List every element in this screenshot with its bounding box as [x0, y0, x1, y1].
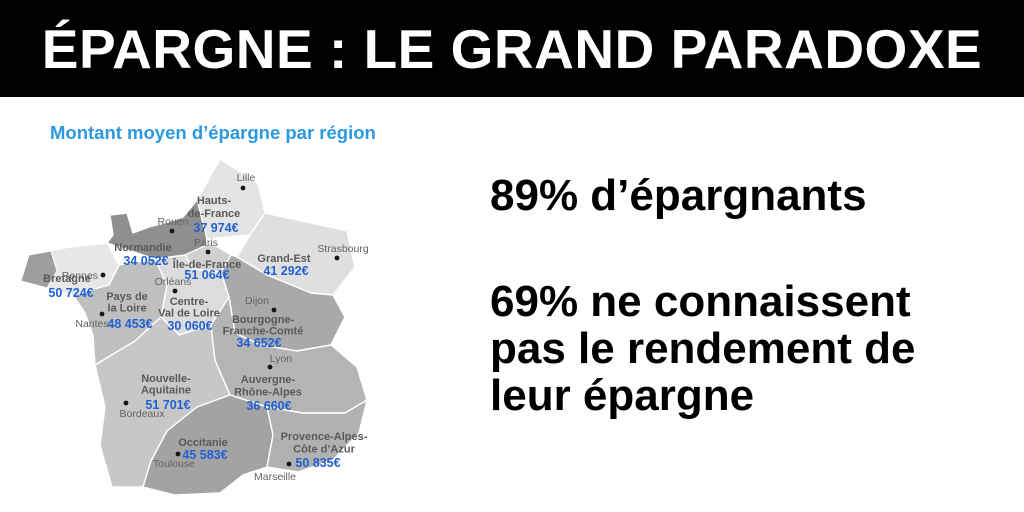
region-value-nouvelle-aquitaine: 51 701€ [145, 398, 190, 412]
city-label-lille: Lille [237, 172, 256, 184]
region-label-normandie: Normandie [114, 242, 171, 254]
region-label-auvergne-rhone-alpes: Rhône-Alpes [234, 387, 302, 399]
region-label-occitanie: Occitanie [178, 437, 228, 449]
region-value-ile-de-france: 51 064€ [184, 268, 229, 282]
city-dot-toulouse [175, 451, 181, 457]
city-label-marseille: Marseille [254, 471, 296, 483]
region-label-nouvelle-aquitaine: Aquitaine [141, 385, 191, 397]
region-label-grand-est: Grand-Est [257, 253, 311, 265]
region-label-ile-de-france: Île-de-France [172, 258, 241, 271]
region-value-occitanie: 45 583€ [182, 448, 227, 462]
stat-line: 89% d’épargnants [490, 171, 867, 220]
region-label-bretagne: Bretagne [43, 273, 91, 285]
city-dot-rennes [100, 272, 106, 278]
city-label-dijon: Dijon [245, 295, 269, 307]
bretagne-west-shading [20, 250, 58, 289]
city-dot-rouen [169, 228, 175, 234]
region-value-hauts-de-france: 37 974€ [193, 221, 238, 235]
region-value-centre-val-de-loire: 30 060€ [167, 319, 212, 333]
city-dot-orleans [172, 288, 178, 294]
stat-line: leur épargne [490, 371, 755, 420]
city-label-rouen: Rouen [158, 216, 189, 228]
region-value-bretagne: 50 724€ [48, 286, 93, 300]
city-dot-lyon [267, 364, 273, 370]
region-label-provence-alpes-cote-d-azur: Provence-Alpes- [281, 431, 368, 443]
city-label-nantes: Nantes [75, 318, 108, 330]
region-value-bourgogne-franche-comte: 34 652€ [236, 336, 281, 350]
city-dot-dijon [271, 307, 277, 313]
stat-line: 69% ne connaissent [490, 277, 911, 326]
region-label-centre-val-de-loire: Val de Loire [158, 308, 220, 320]
city-label-orleans: Orléans [155, 276, 192, 288]
stat-line: pas le rendement de [490, 324, 916, 373]
city-label-toulouse: Toulouse [153, 458, 195, 470]
region-value-auvergne-rhone-alpes: 36 660€ [246, 399, 291, 413]
region-label-pays-de-la-loire: Pays de [106, 291, 148, 303]
city-label-paris: Paris [194, 237, 218, 249]
region-label-centre-val-de-loire: Centre- [170, 296, 209, 308]
region-value-provence-alpes-cote-d-azur: 50 835€ [295, 456, 340, 470]
france-map: Hauts-de-France 37 974€ Normandie 34 052€ Gr… [15, 145, 435, 510]
region-value-pays-de-la-loire: 48 453€ [107, 317, 152, 331]
stat-rendement: 69% ne connaissent pas le rendement de l… [490, 278, 915, 419]
city-dot-lille [240, 185, 246, 191]
city-dot-nantes [99, 311, 105, 317]
stat-epargnants: 89% d’épargnants [490, 172, 867, 219]
city-dot-strasbourg [334, 255, 340, 261]
header-bar: ÉPARGNE : LE GRAND PARADOXE [0, 0, 1024, 97]
city-label-bordeaux: Bordeaux [120, 408, 166, 420]
map-title: Montant moyen d’épargne par région [50, 122, 376, 143]
region-label-nouvelle-aquitaine: Nouvelle- [141, 373, 191, 385]
region-provence-alpes-cote-d-azur [266, 399, 368, 473]
region-label-hauts-de-france: Hauts- [197, 195, 232, 207]
region-label-bourgogne-franche-comte: Franche-Comté [223, 326, 304, 338]
region-label-hauts-de-france: de-France [188, 208, 241, 220]
city-label-strasbourg: Strasbourg [317, 243, 369, 255]
region-label-bourgogne-franche-comte: Bourgogne- [232, 314, 295, 326]
region-value-normandie: 34 052€ [123, 254, 168, 268]
region-label-auvergne-rhone-alpes: Auvergne- [241, 374, 296, 386]
city-dot-bordeaux [123, 400, 129, 406]
city-dot-marseille [286, 461, 292, 467]
city-dot-paris [205, 249, 211, 255]
city-label-lyon: Lyon [270, 353, 293, 365]
city-label-rennes: Rennes [62, 270, 98, 282]
region-label-provence-alpes-cote-d-azur: Côte d’Azur [293, 444, 355, 456]
region-label-pays-de-la-loire: la Loire [107, 303, 146, 315]
page-title: ÉPARGNE : LE GRAND PARADOXE [41, 17, 983, 80]
region-value-grand-est: 41 292€ [263, 264, 308, 278]
